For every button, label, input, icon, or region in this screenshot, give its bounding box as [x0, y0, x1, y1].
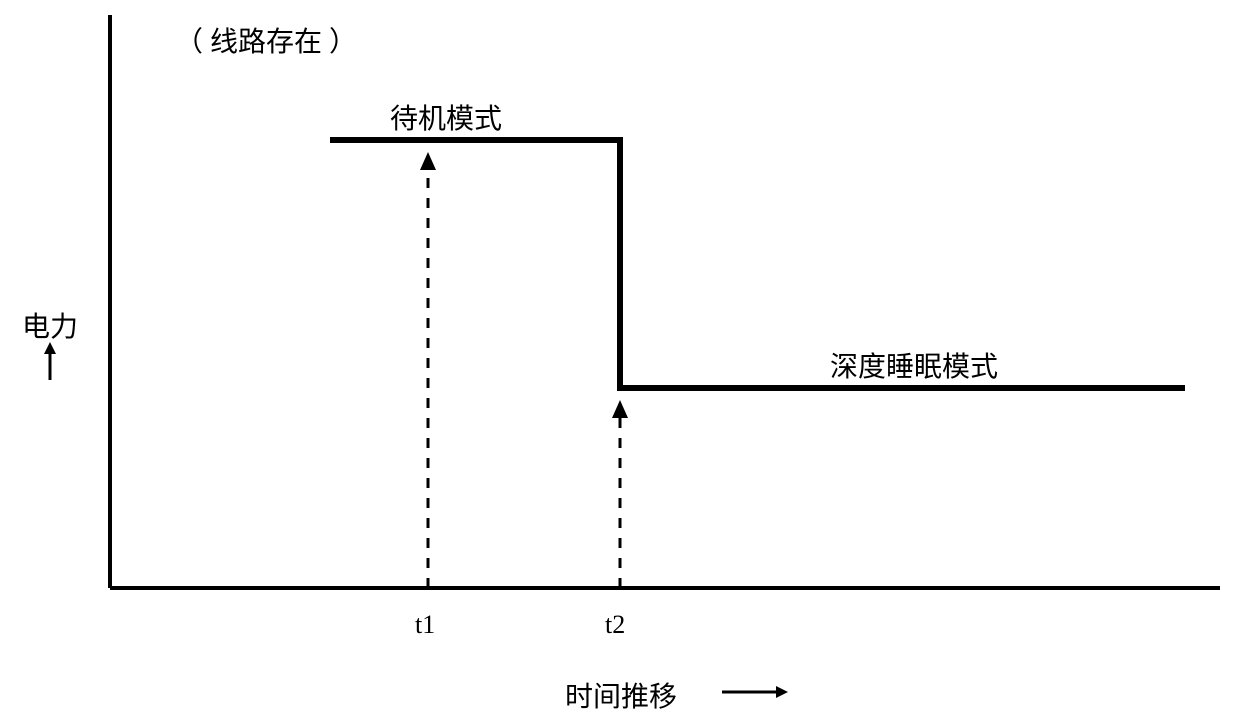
- standby-mode-label: 待机模式: [390, 97, 502, 137]
- power-step-line: [330, 140, 1185, 388]
- t2-marker-arrowhead: [612, 400, 628, 418]
- deep-sleep-mode-label: 深度睡眠模式: [830, 345, 998, 385]
- condition-label: （ 线路存在 ）: [175, 20, 357, 60]
- t2-tick-label: t2: [605, 610, 625, 640]
- t1-marker-arrowhead: [420, 152, 436, 170]
- y-axis-label: 电力: [22, 305, 78, 345]
- power-mode-diagram: （ 线路存在 ） 电力 时间推移 待机模式 深度睡眠模式 t1 t2: [0, 0, 1240, 721]
- x-axis-label: 时间推移: [565, 675, 677, 715]
- t1-tick-label: t1: [415, 610, 435, 640]
